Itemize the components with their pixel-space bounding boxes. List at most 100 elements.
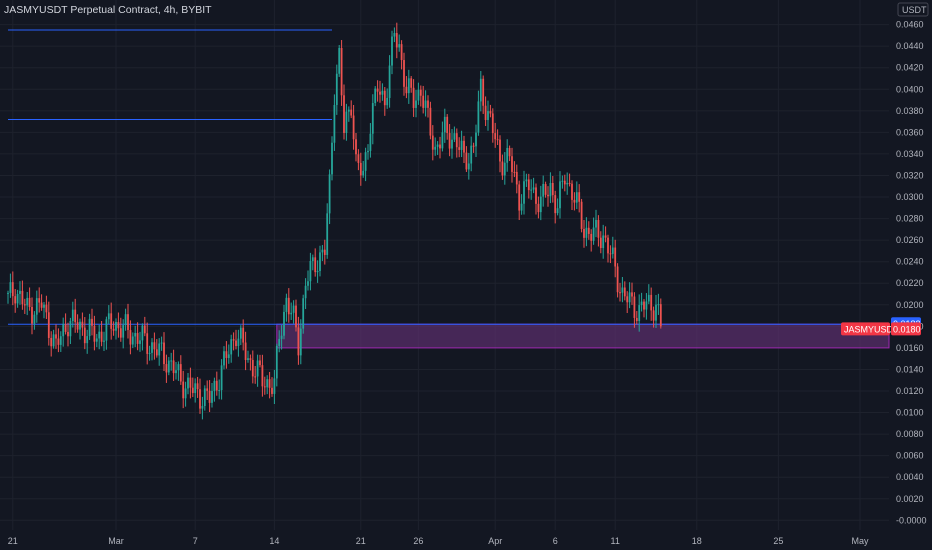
candle-body (45, 304, 48, 313)
x-axis-tick-label: Mar (108, 536, 124, 546)
candle-body (256, 360, 259, 377)
candle-body (316, 270, 319, 273)
candle-body (165, 364, 168, 373)
candle-body (513, 171, 516, 173)
candle-body (280, 335, 283, 339)
candle-body (163, 342, 165, 365)
candle-body (645, 301, 648, 310)
x-axis-tick-label: 6 (553, 536, 558, 546)
candle-body (650, 294, 653, 311)
candle-body (607, 237, 609, 254)
candle-body (619, 292, 621, 294)
candle-body (458, 147, 461, 150)
candle-body (470, 145, 473, 164)
candle-body (506, 148, 509, 163)
candle-body (83, 327, 86, 344)
candle-body (160, 342, 163, 344)
candle-body (455, 133, 458, 148)
candle-body (616, 266, 619, 293)
candle-body (35, 298, 38, 315)
candle-body (331, 142, 333, 175)
y-axis-tick-label: 0.0320 (896, 170, 924, 180)
candle-body (647, 294, 650, 302)
candle-body (451, 139, 453, 149)
y-axis-tick-label: 0.0120 (896, 386, 924, 396)
candle-body (16, 293, 19, 304)
candle-body (40, 302, 43, 308)
candle-body (304, 285, 307, 299)
candle-body (369, 133, 372, 151)
candle-body (31, 307, 33, 324)
candle-body (520, 203, 523, 211)
candle-body (64, 323, 67, 332)
candle-body (417, 89, 420, 101)
candle-body (499, 139, 501, 162)
candle-body (33, 314, 36, 324)
candle-body (400, 44, 403, 61)
y-axis-tick-label: 0.0280 (896, 214, 924, 224)
candle-body (602, 235, 605, 248)
candle-body (549, 183, 552, 197)
candle-body (544, 184, 547, 195)
candle-body (100, 331, 103, 342)
candle-body (141, 325, 144, 341)
candle-body (239, 327, 242, 339)
candle-body (79, 321, 81, 330)
candle-body (232, 339, 235, 341)
candle-body (261, 365, 264, 387)
candle-body (295, 305, 297, 328)
candle-body (237, 338, 240, 347)
support-zone[interactable] (276, 323, 890, 349)
candle-body (525, 179, 528, 182)
candle-body (50, 337, 53, 347)
candle-body (338, 48, 341, 74)
candle-body (403, 60, 405, 87)
candle-body (343, 95, 345, 133)
x-axis-tick-label: 7 (193, 536, 198, 546)
candle-body (439, 144, 441, 149)
candle-body (623, 287, 626, 297)
candle-body (211, 390, 213, 403)
candle-body (395, 33, 398, 48)
candle-body (11, 282, 14, 297)
candle-body (278, 338, 281, 346)
symbol-label-tag (841, 322, 890, 336)
candle-body (266, 379, 269, 388)
candle-body (491, 113, 494, 134)
candle-body (57, 338, 60, 345)
candle-body (328, 174, 331, 214)
candle-body (511, 156, 513, 172)
candle-body (283, 311, 285, 336)
candle-body (67, 331, 69, 337)
candle-body (659, 304, 662, 327)
candle-body (196, 383, 199, 390)
candle-body (640, 301, 643, 306)
candle-body (47, 312, 50, 338)
candle-body (275, 345, 278, 379)
candle-body (489, 111, 492, 114)
x-axis-tick-label: 21 (8, 536, 18, 546)
candle-body (448, 133, 451, 149)
candle-body (434, 146, 437, 150)
candle-body (124, 314, 127, 326)
candle-body (95, 338, 98, 342)
y-axis-tick-label: 0.0100 (896, 408, 924, 418)
currency-badge[interactable] (897, 2, 929, 17)
candle-body (595, 219, 597, 228)
candle-body (362, 170, 365, 176)
candle-body (194, 383, 197, 394)
candle-body (143, 325, 146, 334)
candle-body (501, 161, 504, 176)
candle-body (393, 33, 396, 37)
candle-body (487, 111, 489, 121)
candle-body (182, 381, 185, 399)
candle-body (424, 100, 427, 108)
candle-body (263, 386, 266, 388)
candle-body (340, 48, 343, 96)
x-axis-tick-label: May (851, 536, 869, 546)
candle-body (508, 148, 511, 157)
candle-body (614, 247, 617, 267)
candle-body (26, 297, 29, 306)
candle-body (422, 95, 425, 108)
